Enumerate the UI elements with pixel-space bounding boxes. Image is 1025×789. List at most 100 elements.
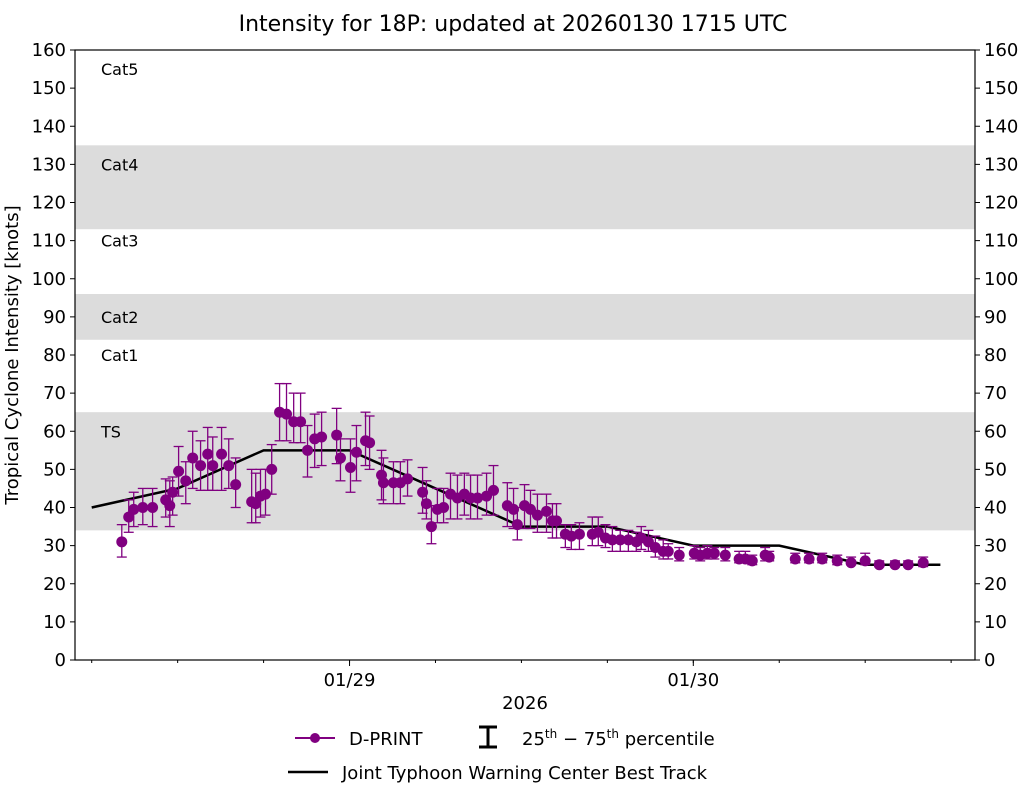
dprint-point [803,553,815,565]
y-tick-label-left: 100 [32,269,66,290]
y-tick-label-right: 40 [984,498,1007,519]
y-axes: 0 0 10 10 20 20 30 30 40 40 50 50 60 60 70 70 80 80 90 90 10… [32,40,1019,671]
dprint-point [316,431,328,443]
dprint-point [180,475,192,487]
dprint-point [816,553,828,565]
y-tick-label-left: 150 [32,78,66,99]
dprint-point [471,492,483,504]
dprint-point [350,446,362,458]
y-tick-label-right: 100 [984,269,1018,290]
y-tick-label-left: 140 [32,116,66,137]
x-tick-label: 01/29 [324,670,376,691]
dprint-point [331,429,343,441]
legend-dprint-marker [310,733,320,743]
dprint-point [662,545,674,557]
y-tick-label-left: 80 [43,345,66,366]
y-tick-label-left: 60 [43,421,66,442]
band-label-cat4: Cat4 [101,155,138,174]
y-tick-label-right: 150 [984,78,1018,99]
dprint-point [763,551,775,563]
dprint-point [116,536,128,548]
dprint-point [531,509,543,521]
legend-percentile-label: 25th − 75th percentile [522,727,715,750]
dprint-point [302,444,314,456]
y-tick-label-right: 0 [984,650,995,671]
dprint-point [873,559,885,571]
y-tick-label-right: 80 [984,345,1007,366]
y-tick-label-left: 130 [32,154,66,175]
dprint-point [417,486,429,498]
dprint-point [295,416,307,428]
dprint-point [889,559,901,571]
dprint-point [606,534,618,546]
plot-frame [74,49,976,661]
y-tick-label-left: 10 [43,612,66,633]
dprint-point [438,502,450,513]
y-tick-label-right: 30 [984,536,1007,557]
dprint-point [147,502,159,513]
dprint-point [551,515,563,527]
dprint-point [344,461,356,473]
dprint-point [708,547,720,559]
dprint-point [167,486,179,498]
dprint-point [187,452,199,464]
y-tick-label-left: 0 [55,650,66,671]
dprint-point [266,463,278,475]
dprint-point [207,460,219,472]
y-tick-label-right: 60 [984,421,1007,442]
band-label-ts: TS [100,422,121,441]
legend-dprint-label: D-PRINT [349,729,423,750]
dprint-point [164,500,176,512]
y-tick-label-left: 160 [32,40,66,61]
y-tick-label-left: 40 [43,498,66,519]
dprint-point [223,460,235,472]
dprint-point [334,452,346,464]
dprint-point [487,484,499,496]
dprint-point [364,437,376,449]
dprint-point [917,557,929,569]
dprint-point [859,555,871,567]
band-cat2 [75,294,975,340]
category-labels: TS Cat1 Cat2 Cat3 Cat4 Cat5 [100,60,138,441]
dprint-point [831,555,843,567]
category-bands [75,145,975,531]
dprint-point [719,549,731,561]
y-tick-label-right: 140 [984,116,1018,137]
legend-errorbar-icon [479,725,497,749]
band-cat4 [75,145,975,230]
y-tick-label-right: 130 [984,154,1018,175]
dprint-point [508,503,520,515]
dprint-point [216,448,228,460]
y-tick-label-right: 50 [984,459,1007,480]
chart-title: Intensity for 18P: updated at 20260130 1… [239,12,788,37]
y-tick-label-right: 10 [984,612,1007,633]
dprint-point [420,498,432,510]
dprint-point [128,503,140,515]
band-label-cat1: Cat1 [101,346,138,365]
y-tick-label-left: 20 [43,574,66,595]
band-label-cat3: Cat3 [101,232,138,251]
dprint-point [377,477,389,489]
dprint-point [425,521,437,533]
dprint-point [281,408,293,420]
dprint-point [195,460,207,472]
x-axis-label: 2026 [502,693,548,714]
dprint-point [260,488,272,500]
y-tick-label-left: 90 [43,307,66,328]
dprint-point [402,473,414,485]
y-tick-label-left: 30 [43,536,66,557]
y-tick-label-left: 120 [32,193,66,214]
dprint-point [137,502,149,513]
y-tick-label-right: 120 [984,193,1018,214]
y-tick-label-left: 110 [32,231,66,252]
y-tick-label-left: 50 [43,459,66,480]
dprint-point [540,505,552,517]
y-tick-label-right: 90 [984,307,1007,328]
dprint-point [511,519,523,531]
dprint-point [202,448,214,460]
band-label-cat2: Cat2 [101,308,138,327]
y-axis-label: Tropical Cyclone Intensity [knots] [2,205,23,505]
dprint-point [746,555,758,567]
dprint-point [789,553,801,565]
